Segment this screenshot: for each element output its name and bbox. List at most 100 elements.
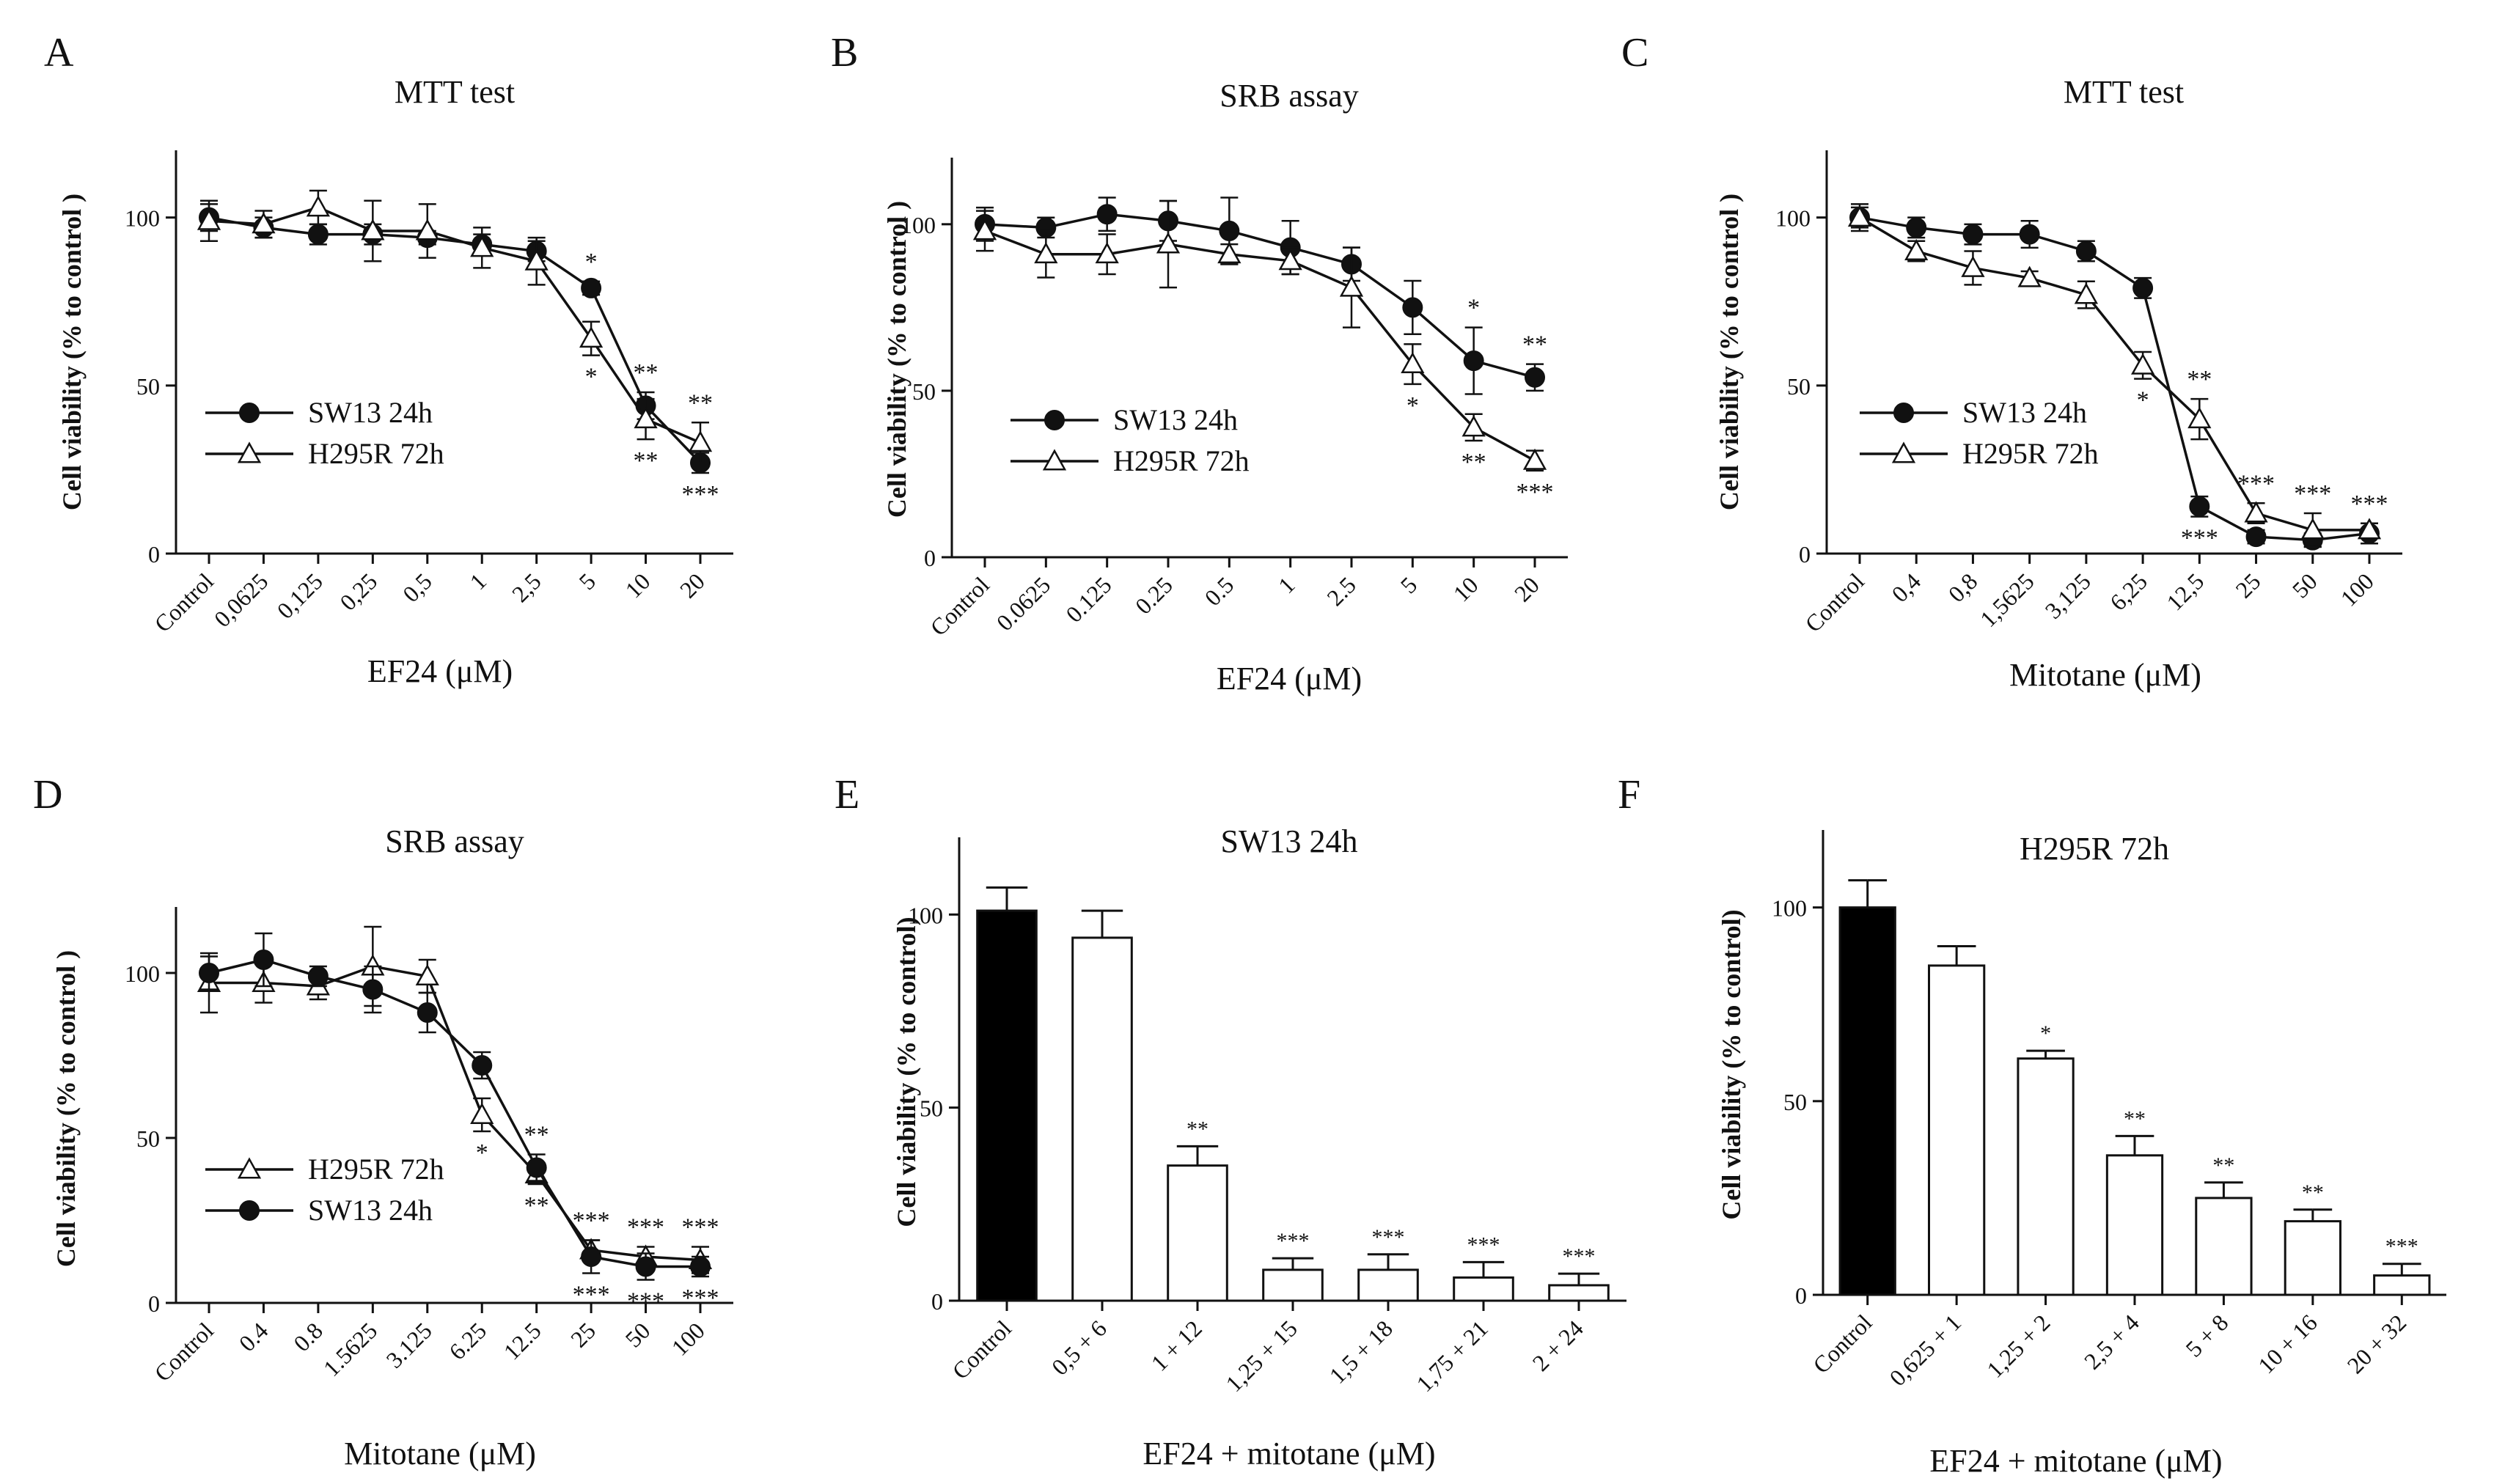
significance-stars: *** <box>2385 1235 2418 1259</box>
x-axis-label: Mitotane (μM) <box>344 1436 536 1472</box>
data-point <box>417 1002 438 1023</box>
legend-swatch <box>205 403 293 423</box>
legend-entry: H295R 72h <box>1003 441 1250 482</box>
significance-stars: * <box>585 364 598 391</box>
significance-stars: *** <box>2351 491 2388 518</box>
bar <box>1838 906 1896 1296</box>
y-tick-label: 50 <box>1783 1089 1807 1115</box>
chart-title: SW13 24h <box>1220 823 1358 859</box>
x-tick-label: 5 <box>573 567 601 595</box>
data-point <box>1401 352 1425 374</box>
y-tick-label: 50 <box>136 373 160 400</box>
chart-title: SRB assay <box>1220 78 1359 114</box>
data-point <box>1961 255 1985 277</box>
x-tick-label: 25 <box>565 1317 601 1352</box>
legend: SW13 24h H295R 72h <box>1852 392 2099 474</box>
x-tick-label: 0.5 <box>1200 571 1239 611</box>
bar-group: ** <box>2105 1106 2164 1296</box>
x-tick-label: 6,25 <box>2105 567 2152 615</box>
legend-swatch <box>205 1200 293 1221</box>
x-tick-label: 20 + 32 <box>2341 1309 2411 1378</box>
y-tick-label: 100 <box>1775 205 1811 232</box>
panel-letter: C <box>1621 30 1649 76</box>
legend-marker <box>1893 403 1914 423</box>
x-tick-label: 50 <box>620 1317 655 1352</box>
significance-stars: *** <box>1277 1229 1310 1253</box>
x-tick-label: 20 <box>675 567 710 603</box>
x-tick-label: 0.125 <box>1060 571 1116 627</box>
chart-title: SRB assay <box>385 823 524 859</box>
bar <box>1548 1284 1610 1302</box>
panel-letter: D <box>33 772 63 818</box>
panel-letter: F <box>1618 772 1641 818</box>
data-point <box>470 1102 494 1124</box>
significance-stars: *** <box>1372 1225 1405 1249</box>
data-point <box>634 407 658 429</box>
legend: SW13 24h H295R 72h <box>198 392 444 474</box>
bar <box>1928 964 1986 1296</box>
chart-title: H295R 72h <box>2019 831 2170 867</box>
chart-title: MTT test <box>2063 74 2185 110</box>
x-axis-label: Mitotane (μM) <box>2009 657 2201 693</box>
legend-swatch <box>1860 403 1948 423</box>
legend-label: H295R 72h <box>1113 444 1250 477</box>
data-point <box>2074 282 2099 304</box>
x-tick-label: 1,5 + 18 <box>1324 1315 1398 1388</box>
data-point <box>972 218 997 240</box>
x-tick-label: 10 <box>620 567 655 603</box>
data-point <box>253 949 274 970</box>
data-point <box>1278 249 1302 271</box>
y-tick-label: 0 <box>148 541 160 567</box>
x-tick-label: 1.5625 <box>318 1317 383 1381</box>
x-tick-label: 0.0625 <box>991 571 1056 636</box>
legend-entry: SW13 24h <box>1852 392 2099 433</box>
x-tick-label: 0,25 <box>334 567 382 615</box>
data-point <box>2300 518 2325 540</box>
x-tick-label: 0,125 <box>271 567 327 623</box>
legend-label: SW13 24h <box>308 396 433 429</box>
legend-entry: SW13 24h <box>198 392 444 433</box>
y-tick-label: 0 <box>924 545 936 571</box>
x-tick-label: 25 <box>2230 567 2265 603</box>
panel-b: B SRB assay EF24 (μM) Cell viability (% to … <box>831 0 1669 742</box>
data-point <box>2244 501 2268 523</box>
data-point <box>197 208 221 230</box>
x-tick-label: 1,5625 <box>1975 567 2039 632</box>
legend-label: H295R 72h <box>308 1153 444 1186</box>
significance-stars: ** <box>1461 449 1486 476</box>
data-point <box>1906 217 1927 238</box>
data-point <box>472 1055 493 1076</box>
x-tick-label: 0,0625 <box>209 567 274 632</box>
data-point <box>2019 224 2040 245</box>
data-point <box>579 326 604 348</box>
data-point <box>2130 353 2155 375</box>
significance-stars: * <box>2137 387 2149 414</box>
significance-stars: ** <box>524 1192 549 1219</box>
y-tick-label: 0 <box>1799 541 1811 567</box>
data-point <box>1096 204 1118 225</box>
significance-stars: ** <box>2302 1180 2324 1205</box>
panel-a: A MTT test EF24 (μM) Cell viability (% to c… <box>0 0 835 742</box>
series-h295r-72h: ***** <box>197 189 713 474</box>
y-tick-label: 50 <box>920 1095 943 1122</box>
x-axis-label: EF24 + mitotane (μM) <box>1143 1436 1436 1472</box>
bar-group: *** <box>1548 1244 1610 1302</box>
bar-group <box>1928 945 1986 1296</box>
x-tick-label: Control <box>149 567 219 637</box>
x-tick-label: 12,5 <box>2161 567 2209 615</box>
y-tick-label: 50 <box>1787 373 1811 400</box>
data-point <box>415 963 439 985</box>
significance-stars: *** <box>573 1282 610 1309</box>
significance-stars: * <box>1406 392 1419 419</box>
series-line <box>984 213 1536 379</box>
x-tick-label: 0.8 <box>288 1317 328 1356</box>
data-point <box>688 430 713 452</box>
legend: SW13 24h H295R 72h <box>1003 400 1250 482</box>
series-sw13-24h: ***** *** *** <box>199 932 719 1315</box>
legend-marker <box>239 1200 260 1221</box>
x-tick-label: 2 + 24 <box>1527 1315 1588 1375</box>
significance-stars: *** <box>1516 479 1554 506</box>
bar-group: ** <box>2195 1153 2253 1296</box>
